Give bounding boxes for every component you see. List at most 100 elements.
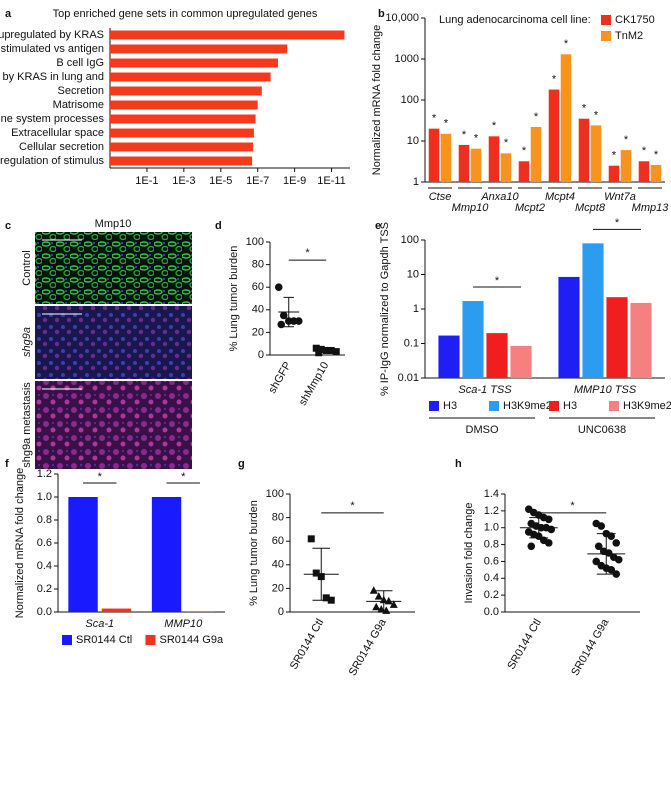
legend-swatch: [489, 401, 499, 411]
point: [597, 522, 606, 530]
bar: [462, 301, 484, 378]
point: [612, 570, 621, 578]
point: [607, 566, 616, 574]
legend-label: SR0144 G9a: [160, 634, 224, 646]
point: [307, 535, 315, 543]
y-axis-label: Invasion fold change: [463, 503, 475, 604]
y-tick-label: 0.8: [37, 514, 52, 526]
point: [389, 600, 398, 608]
panel-c: c Mmp10 Control shg9a shg9a metastasis: [5, 218, 192, 469]
bar: [488, 136, 500, 182]
significance-label: *: [522, 145, 527, 157]
x-tick-label: 1E-7: [246, 175, 269, 187]
point: [544, 539, 553, 547]
bar: [110, 156, 253, 166]
x-tick-label: Mcpt4: [545, 191, 575, 203]
significance-label: *: [570, 500, 575, 512]
bar: [110, 44, 288, 54]
y-tick-label: 1.2: [37, 468, 52, 480]
bar: [101, 608, 132, 612]
micrograph: [35, 232, 192, 304]
legend-label: H3K9me2: [503, 400, 552, 412]
point: [312, 569, 320, 577]
point: [274, 283, 283, 292]
bar: [590, 125, 602, 182]
panel-letter: f: [5, 458, 9, 470]
point: [614, 555, 623, 564]
y-tick-label: 100: [401, 234, 419, 246]
significance-label: *: [624, 134, 629, 146]
x-tick-label: 1E-5: [209, 175, 232, 187]
significance-label: *: [534, 111, 539, 123]
y-axis-label: % IP-IgG normalized to Gapdh TSS: [379, 222, 391, 396]
legend-group-label: UNC0638: [578, 424, 626, 436]
bar: [110, 86, 262, 96]
bar: [110, 30, 345, 40]
y-tick-label: 80: [272, 512, 284, 524]
category-label: Unstimulated vs antigen: [0, 43, 104, 55]
significance-label: *: [552, 73, 557, 85]
micrograph: [35, 381, 192, 469]
y-tick-label: 0.4: [484, 572, 499, 584]
bar: [110, 58, 278, 68]
significance-label: *: [98, 471, 103, 483]
y-tick-label: 100: [246, 236, 264, 248]
bar: [438, 335, 460, 378]
panel-letter: a: [5, 8, 12, 20]
point: [294, 317, 303, 325]
significance-label: *: [495, 275, 500, 287]
x-tick-label: shGFP: [266, 360, 294, 396]
x-tick-label: 1E-3: [172, 175, 195, 187]
point: [547, 525, 556, 534]
bar: [518, 161, 530, 182]
point: [315, 349, 323, 357]
y-tick-label: 0.1: [404, 337, 419, 349]
x-tick-label: SR0144 Ctl: [288, 617, 327, 672]
legend-swatch: [429, 401, 439, 411]
point: [327, 596, 335, 604]
bar: [428, 128, 440, 182]
point: [372, 602, 381, 611]
bar: [110, 128, 254, 138]
panel-letter: h: [455, 458, 462, 470]
point: [322, 594, 330, 602]
y-tick-label: 1: [413, 303, 419, 315]
x-tick-label: Mmp10: [452, 202, 490, 214]
y-tick-label: 40: [252, 304, 264, 316]
y-tick-label: 0.01: [398, 372, 419, 384]
point: [594, 542, 603, 551]
y-tick-label: 60: [252, 281, 264, 293]
bar: [630, 302, 652, 378]
bar: [110, 100, 258, 110]
y-tick-label: 0.6: [37, 537, 52, 549]
legend-swatch: [549, 401, 559, 411]
y-tick-label: 100: [266, 488, 284, 500]
x-tick-label: SR0144 Ctl: [505, 617, 544, 672]
legend-label: SR0144 Ctl: [76, 634, 132, 646]
bar: [110, 142, 253, 152]
bar: [608, 165, 620, 182]
y-tick-label: 1.0: [484, 522, 499, 534]
point: [369, 586, 378, 594]
y-tick-label: 20: [272, 582, 284, 594]
panel-title: Mmp10: [95, 218, 132, 230]
significance-label: *: [492, 120, 497, 132]
panel-letter: d: [215, 220, 222, 232]
significance-label: *: [612, 150, 617, 162]
y-tick-label: 10: [407, 268, 419, 280]
y-tick-label: 0: [258, 349, 264, 361]
y-tick-label: 1000: [395, 53, 419, 65]
y-tick-label: 10,000: [385, 12, 419, 24]
bar: [185, 611, 215, 612]
significance-label: *: [462, 129, 467, 141]
legend-label: CK1750: [615, 14, 655, 26]
category-label: Positive regulation of stimulus: [0, 155, 104, 167]
row-label: shg9a: [21, 327, 33, 357]
x-tick-label: 1E-1: [135, 175, 158, 187]
y-tick-label: 1.2: [484, 505, 499, 517]
bar: [110, 72, 271, 82]
legend-swatch: [62, 635, 72, 645]
y-axis-label: Normalized mRNA fold change: [14, 468, 26, 618]
legend-swatch: [601, 31, 611, 41]
x-tick-label: Ctse: [429, 191, 452, 203]
